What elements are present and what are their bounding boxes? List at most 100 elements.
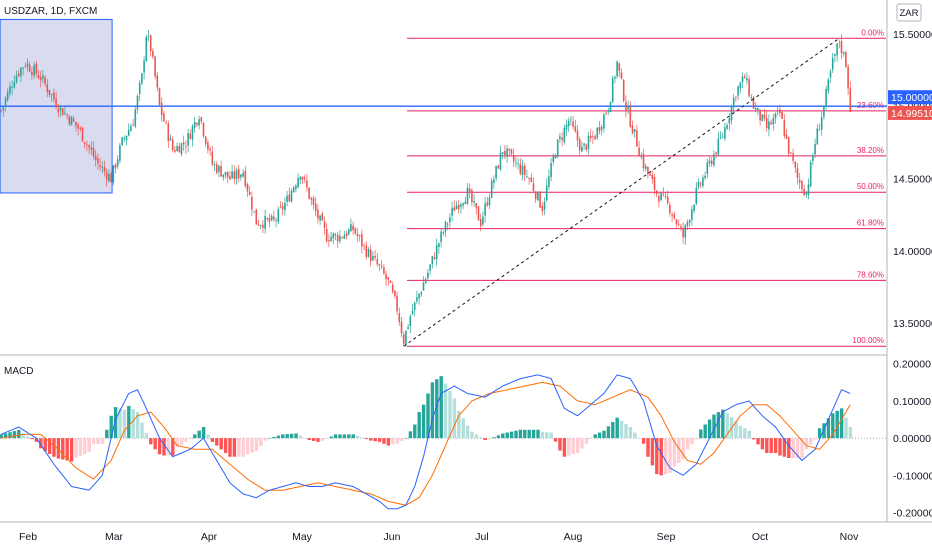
candle-body bbox=[402, 334, 405, 344]
candle-body bbox=[666, 196, 669, 203]
candle-body bbox=[493, 179, 495, 183]
candle-body bbox=[233, 171, 236, 179]
macd-histogram-bar bbox=[188, 438, 193, 440]
candle-body bbox=[31, 72, 33, 75]
candle-body bbox=[61, 108, 64, 116]
candle-body bbox=[585, 144, 588, 150]
candle-body bbox=[211, 151, 214, 165]
candle-body bbox=[400, 321, 403, 334]
fib-level-label: 78.60% bbox=[857, 270, 884, 279]
candle-body bbox=[515, 162, 517, 164]
macd-histogram-bar bbox=[245, 438, 250, 455]
candle-body bbox=[847, 66, 849, 89]
macd-histogram-bar bbox=[611, 422, 615, 439]
candle-body bbox=[563, 128, 566, 143]
candle-body bbox=[693, 204, 695, 211]
candle-body bbox=[385, 274, 387, 280]
macd-histogram-bar bbox=[470, 431, 474, 439]
macd-histogram-bar bbox=[259, 438, 263, 446]
macd-histogram-bar bbox=[619, 420, 624, 439]
macd-histogram-bar bbox=[646, 438, 650, 457]
macd-histogram-bar bbox=[809, 438, 813, 445]
candle-body bbox=[345, 233, 348, 237]
macd-histogram-bar bbox=[637, 438, 641, 439]
macd-tick-label: 0.00000 bbox=[893, 433, 931, 445]
candle-body bbox=[154, 56, 156, 77]
candle-body bbox=[495, 165, 497, 179]
macd-histogram-bar bbox=[501, 433, 505, 439]
candle-body bbox=[350, 224, 352, 232]
candle-body bbox=[449, 217, 451, 223]
candle-body bbox=[158, 88, 161, 105]
macd-histogram-bar bbox=[232, 438, 237, 457]
candle-body bbox=[783, 120, 786, 136]
candle-body bbox=[187, 133, 189, 146]
candle-body bbox=[647, 166, 649, 174]
trend-line[interactable] bbox=[403, 37, 840, 347]
candle-body bbox=[539, 192, 541, 208]
macd-histogram-bar bbox=[219, 438, 223, 450]
candle-body bbox=[389, 280, 392, 283]
candle-body bbox=[86, 144, 88, 146]
candle-body bbox=[442, 232, 445, 233]
candle-body bbox=[83, 142, 86, 145]
candle-body bbox=[768, 121, 770, 130]
macd-line bbox=[0, 374, 851, 510]
macd-histogram-bar bbox=[179, 438, 184, 445]
price-axis[interactable]: 15.50000 15.00000 14.50000 14.00000 13.50000… bbox=[888, 29, 932, 520]
candle-body bbox=[33, 65, 35, 76]
candle-body bbox=[121, 137, 123, 145]
candle-body bbox=[22, 67, 24, 69]
candle-body bbox=[796, 168, 799, 178]
candle-body bbox=[369, 249, 372, 262]
candle-body bbox=[204, 136, 207, 144]
candle-body bbox=[673, 214, 676, 219]
candle-body bbox=[752, 97, 755, 109]
macd-histogram-bar bbox=[131, 408, 135, 439]
macd-histogram-bar bbox=[140, 422, 144, 439]
candle-body bbox=[167, 123, 170, 141]
candle-body bbox=[556, 139, 559, 157]
candle-body bbox=[387, 277, 390, 280]
macd-histogram-bar bbox=[589, 438, 593, 440]
macd-histogram-bar bbox=[800, 438, 804, 458]
currency-button[interactable]: ZAR bbox=[896, 3, 922, 22]
candle-body bbox=[143, 60, 145, 73]
candle-body bbox=[680, 226, 682, 228]
candle-body bbox=[264, 216, 266, 229]
candle-body bbox=[616, 61, 618, 77]
candle-body bbox=[438, 243, 440, 248]
macd-histogram-bar bbox=[721, 409, 725, 439]
trend-line-stroke[interactable] bbox=[403, 37, 840, 347]
candle-body bbox=[90, 147, 93, 150]
candle-body bbox=[451, 207, 453, 216]
macd-histogram-bar bbox=[633, 432, 637, 439]
candle-body bbox=[805, 192, 808, 195]
macd-histogram-bar bbox=[395, 438, 399, 444]
candle-body bbox=[367, 248, 370, 257]
candle-body bbox=[570, 119, 572, 121]
macd-histogram-bar bbox=[659, 438, 663, 476]
macd-histogram-bar bbox=[281, 434, 285, 439]
candle-body bbox=[592, 136, 594, 137]
macd-tick-label: -0.20000 bbox=[893, 508, 932, 520]
candle-body bbox=[554, 155, 557, 159]
candle-body bbox=[818, 129, 821, 131]
candle-body bbox=[431, 256, 434, 265]
macd-histogram-bar bbox=[135, 412, 140, 439]
time-axis[interactable]: Feb Mar Apr May Jun Jul Aug Sep Oct Nov bbox=[19, 531, 859, 543]
macd-histogram-bar bbox=[210, 438, 215, 442]
candle-body bbox=[66, 114, 68, 116]
candle-body bbox=[644, 165, 647, 169]
macd-histogram-bar bbox=[527, 429, 531, 439]
candle-body bbox=[9, 86, 11, 94]
candle-body bbox=[550, 163, 552, 178]
macd-histogram-bar bbox=[483, 438, 487, 440]
macd-histogram-bar bbox=[254, 438, 259, 452]
fib-level-label: 100.00% bbox=[852, 336, 884, 345]
time-tick-label: Feb bbox=[19, 531, 37, 543]
candle-body bbox=[185, 146, 187, 148]
macd-histogram-bar bbox=[320, 438, 325, 441]
fib-retracement[interactable]: 0.00% 23.60% 38.20% 50.00% 61.80% 78.60% 100.0… bbox=[407, 28, 886, 347]
